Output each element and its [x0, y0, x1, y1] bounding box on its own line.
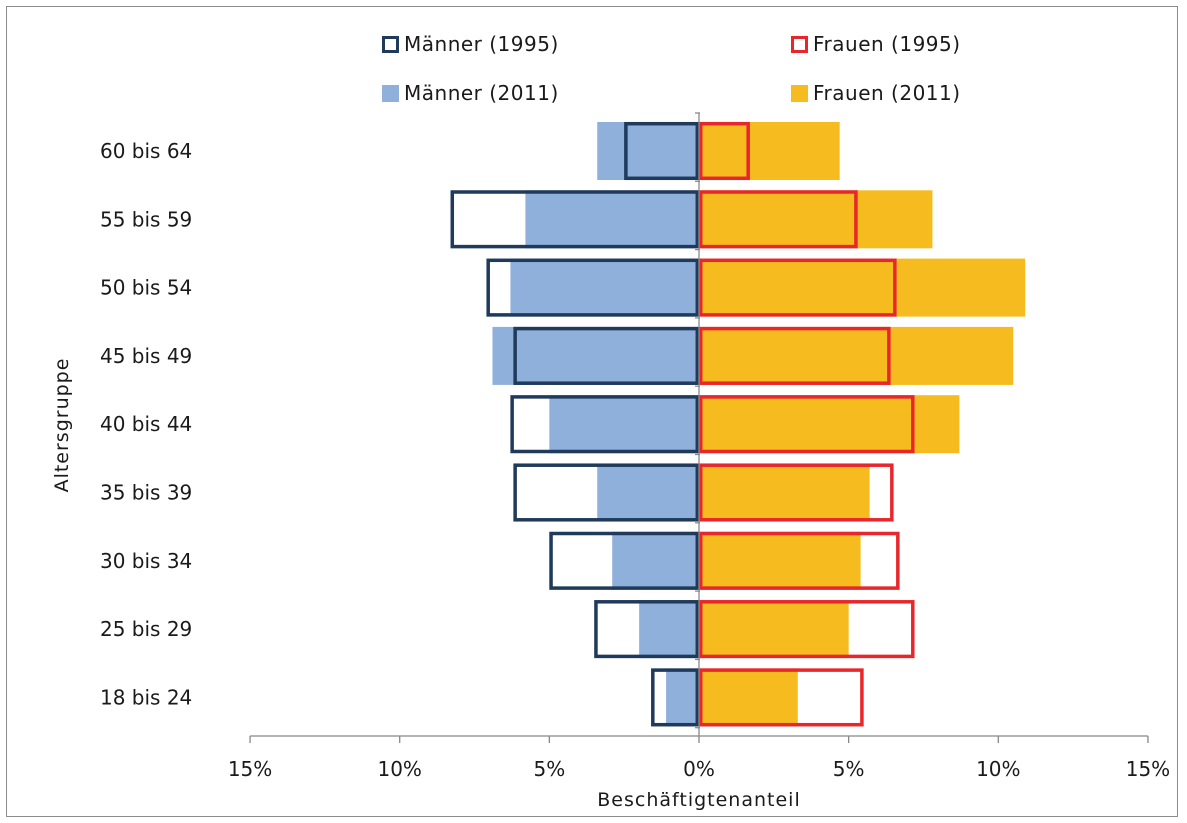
bar-frauen-2011-1: [699, 600, 849, 659]
legend-label-frauen-1995: Frauen (1995): [813, 32, 961, 56]
category-label: 40 bis 44: [100, 412, 192, 436]
bars-1995: [450, 121, 915, 727]
bar-maenner-2011-1: [639, 600, 699, 659]
y-axis-title: Altersgruppe: [51, 358, 73, 493]
bar-maenner-2011-2: [612, 531, 699, 590]
bar-frauen-2011-4: [699, 395, 960, 454]
bar-maenner-2011-3: [597, 463, 699, 522]
x-tick-label: 15%: [228, 757, 272, 781]
legend-swatch-frauen-2011: [791, 85, 808, 102]
category-label: 25 bis 29: [100, 617, 192, 641]
bar-frauen-1995-2: [698, 531, 900, 590]
bar-maenner-2011-5: [492, 326, 699, 385]
bar-maenner-1995-8: [624, 121, 700, 181]
legend-swatch-frauen-1995: [791, 36, 808, 53]
bar-maenner-1995-7: [450, 190, 700, 249]
bar-maenner-2011-8: [597, 122, 699, 180]
legend-label-maenner-2011: Männer (2011): [404, 81, 559, 105]
legend-swatch-maenner-2011: [382, 85, 399, 102]
legend-label-frauen-2011: Frauen (2011): [813, 81, 961, 105]
x-tick-label: 0%: [683, 757, 715, 781]
category-label: 60 bis 64: [100, 139, 192, 163]
x-tick-label: 10%: [377, 757, 421, 781]
legend: Männer (1995) Frauen (1995) Männer (2011) F…: [382, 32, 961, 105]
bar-frauen-2011-0: [699, 668, 798, 727]
bar-frauen-1995-4: [698, 395, 915, 454]
bar-maenner-1995-5: [513, 326, 700, 385]
bar-maenner-1995-4: [510, 395, 700, 454]
bar-maenner-1995-1: [594, 600, 700, 659]
category-label: 50 bis 54: [100, 276, 192, 300]
x-tick-label: 5%: [833, 757, 865, 781]
category-label: 55 bis 59: [100, 207, 192, 231]
bar-frauen-1995-6: [698, 258, 897, 317]
bar-frauen-2011-8: [699, 122, 840, 180]
category-label: 18 bis 24: [100, 685, 192, 709]
legend-swatch-maenner-1995: [382, 36, 399, 53]
bar-frauen-1995-3: [698, 463, 894, 522]
bar-frauen-2011-2: [699, 531, 861, 590]
bar-frauen-2011-7: [699, 190, 933, 249]
x-tick-label: 15%: [1126, 757, 1170, 781]
bar-frauen-2011-6: [699, 258, 1026, 317]
bars-2011: [492, 122, 1026, 727]
bar-frauen-1995-8: [698, 121, 750, 181]
axes: 15% 10% 5% 0% 5% 10% 15% 18 bis 24 25 bis 29 30 b…: [100, 112, 1170, 781]
x-axis-title: Beschäftigtenanteil: [597, 789, 800, 811]
bar-maenner-2011-7: [525, 190, 699, 249]
bar-frauen-1995-1: [698, 600, 915, 659]
bar-frauen-1995-5: [698, 326, 891, 385]
bar-maenner-1995-3: [513, 463, 700, 522]
x-tick-label: 10%: [976, 757, 1020, 781]
x-tick-label: 5%: [533, 757, 565, 781]
bar-maenner-1995-6: [486, 258, 700, 317]
bar-maenner-1995-0: [651, 668, 700, 727]
bar-maenner-2011-4: [549, 395, 699, 454]
bar-frauen-2011-3: [699, 463, 870, 522]
bar-frauen-1995-7: [698, 190, 858, 249]
bar-frauen-1995-0: [698, 668, 864, 727]
category-label: 45 bis 49: [100, 344, 192, 368]
legend-label-maenner-1995: Männer (1995): [404, 32, 559, 56]
bar-maenner-2011-6: [510, 258, 699, 317]
bar-maenner-2011-0: [666, 668, 699, 727]
category-label: 30 bis 34: [100, 549, 192, 573]
bar-maenner-1995-2: [549, 531, 700, 590]
bar-frauen-2011-5: [699, 326, 1014, 385]
category-label: 35 bis 39: [100, 481, 192, 505]
